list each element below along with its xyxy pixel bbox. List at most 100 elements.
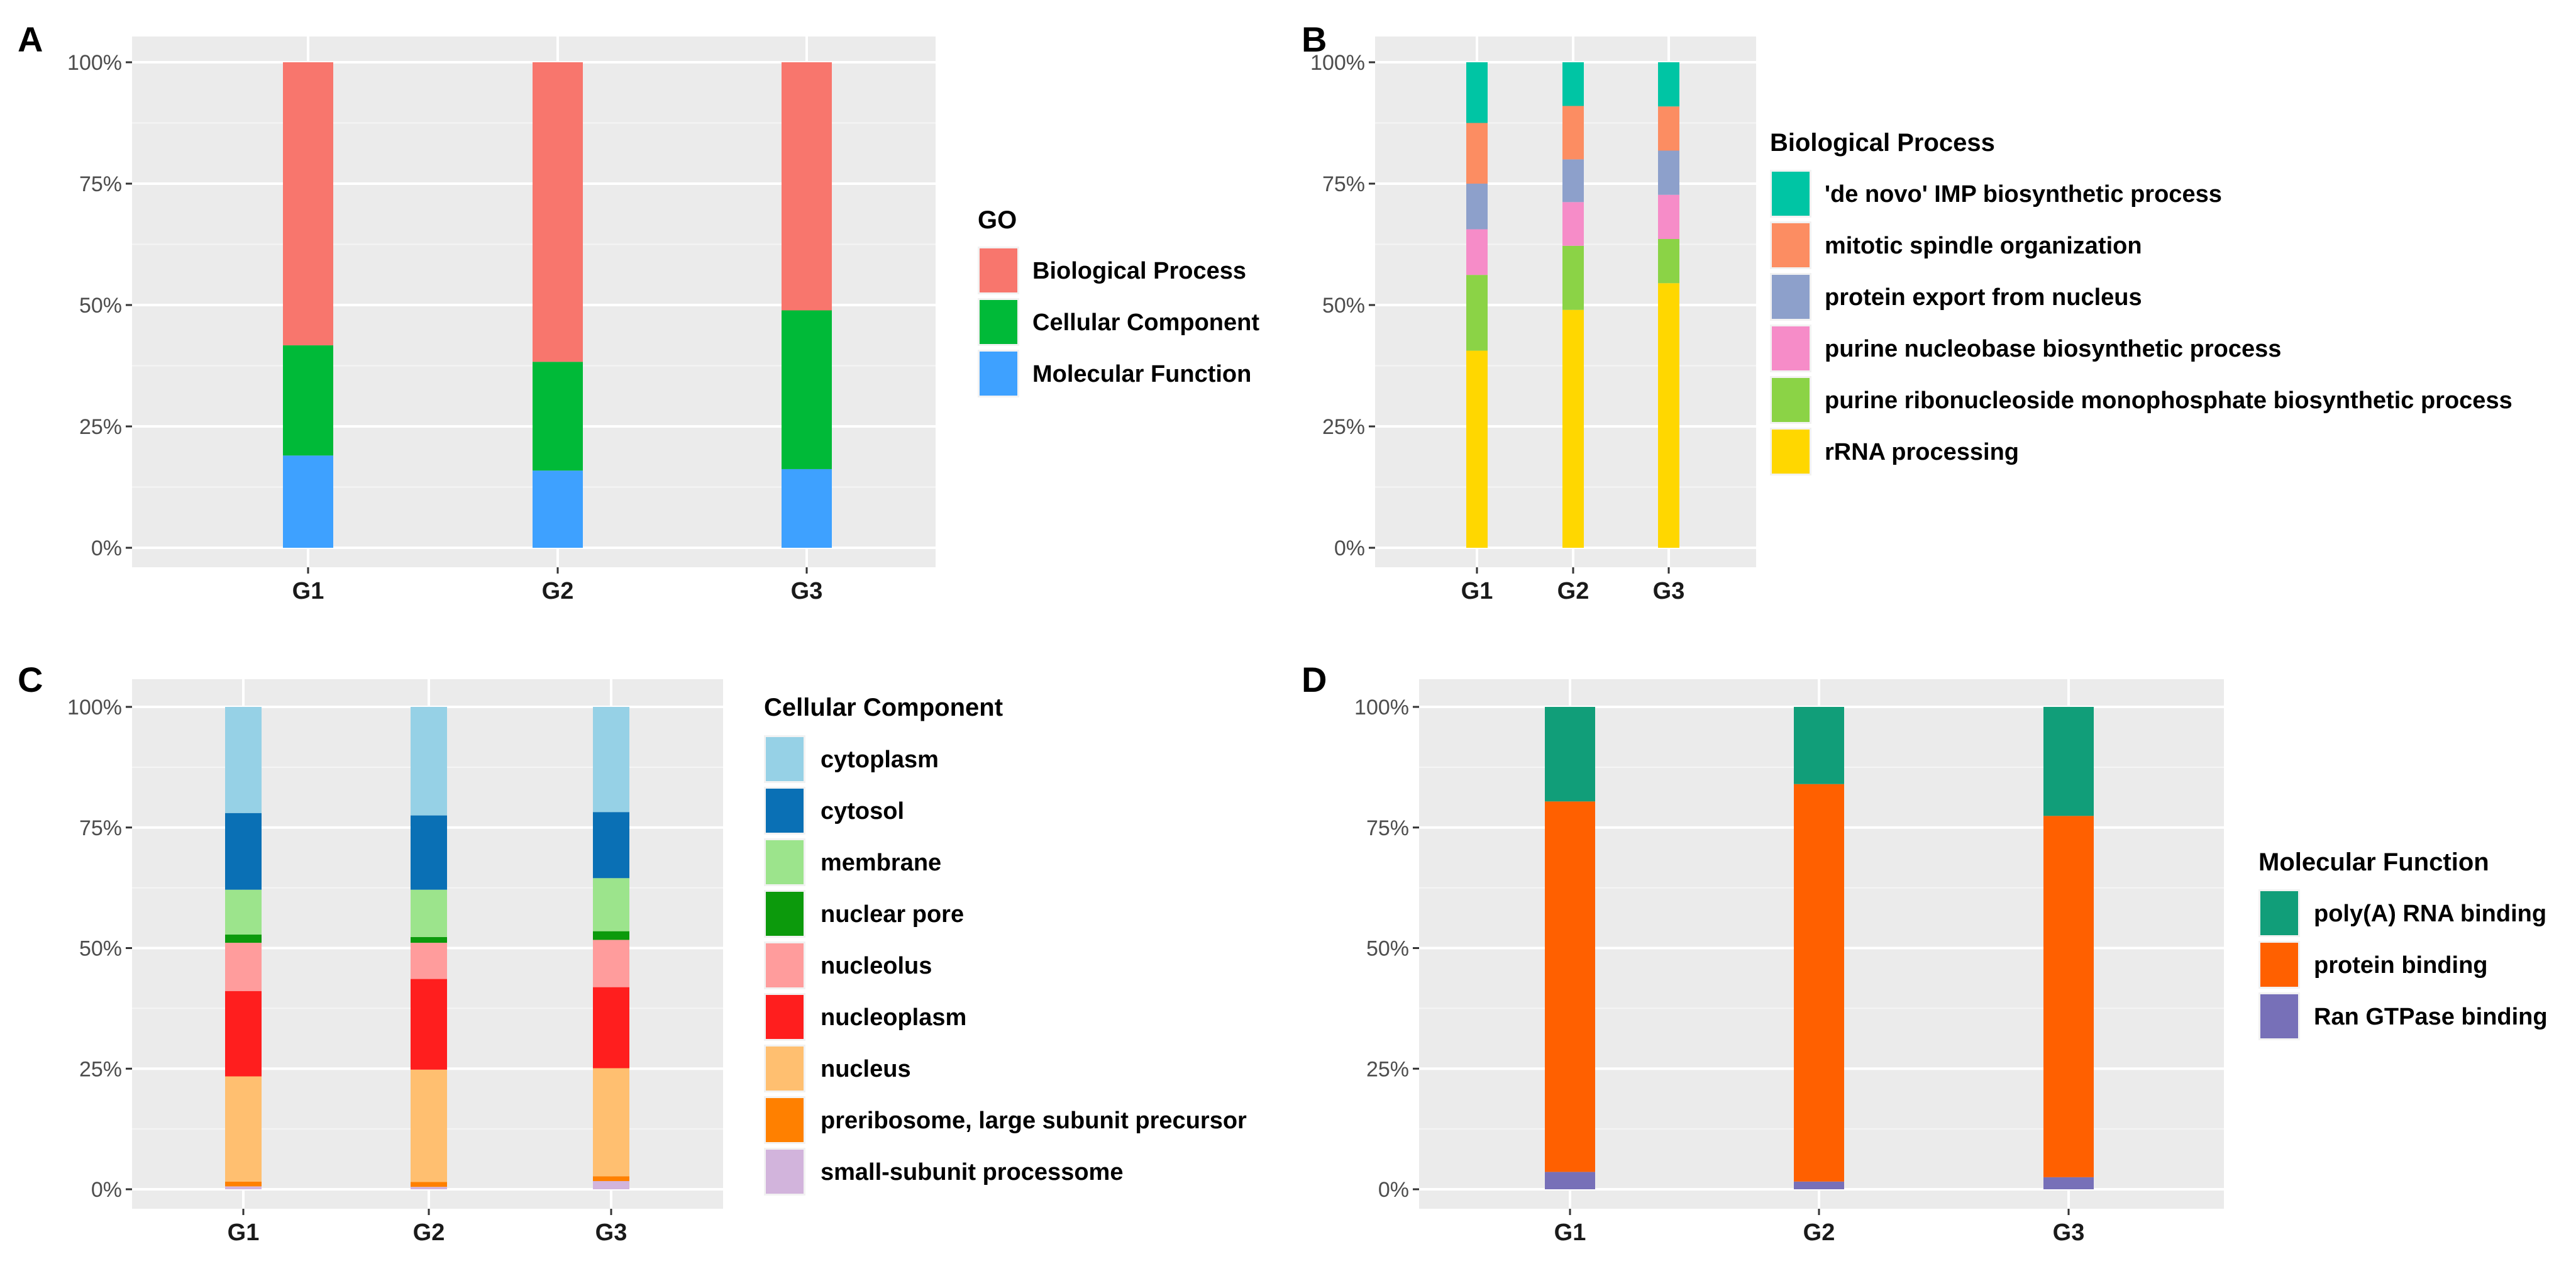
bar-segment bbox=[593, 878, 629, 931]
bar-segment bbox=[1794, 784, 1844, 1182]
y-tick-label: 0% bbox=[91, 1178, 122, 1202]
bar-segment bbox=[593, 1068, 629, 1177]
bar-segment bbox=[593, 1180, 629, 1189]
bar-segment bbox=[411, 815, 447, 890]
legend-label: nuclear pore bbox=[821, 901, 964, 928]
y-tick-label: 0% bbox=[1378, 1178, 1409, 1202]
bar-segment bbox=[283, 62, 333, 346]
y-tick-label: 25% bbox=[79, 415, 122, 439]
legend-swatch bbox=[766, 789, 804, 833]
legend-label: nucleolus bbox=[821, 953, 932, 979]
y-tick-label: 50% bbox=[79, 937, 122, 961]
y-tick-label: 50% bbox=[79, 294, 122, 318]
y-tick-label: 75% bbox=[1366, 816, 1409, 840]
y-tick-label: 25% bbox=[1322, 415, 1365, 439]
y-tick-label: 75% bbox=[79, 172, 122, 196]
legend-swatch bbox=[1772, 172, 1810, 216]
bar-segment bbox=[1658, 283, 1679, 548]
x-tick-label: G2 bbox=[413, 1219, 445, 1246]
bar-segment bbox=[1545, 1172, 1595, 1189]
bar-segment bbox=[782, 62, 832, 311]
legend-swatch bbox=[980, 352, 1017, 396]
bar-segment bbox=[2043, 1177, 2094, 1189]
bar-segment bbox=[411, 1069, 447, 1182]
bar-segment bbox=[225, 1186, 262, 1189]
bar-segment bbox=[2043, 707, 2094, 816]
panel-letter: A bbox=[18, 19, 43, 59]
x-tick-label: G3 bbox=[791, 578, 823, 604]
bar-segment bbox=[2043, 816, 2094, 1177]
y-tick-label: 25% bbox=[79, 1057, 122, 1081]
bar-segment bbox=[593, 1176, 629, 1181]
legend-swatch bbox=[766, 1150, 804, 1194]
bar-segment bbox=[1658, 106, 1679, 151]
bar-segment bbox=[1658, 239, 1679, 284]
legend-label: membrane bbox=[821, 850, 941, 876]
panel-A: A 0% 25% 50% 75% 100% G1 G2 G3 GO Biological Proce… bbox=[18, 19, 1259, 604]
bar-segment bbox=[1562, 245, 1584, 310]
y-tick-label: 75% bbox=[1322, 172, 1365, 196]
bar-segment bbox=[1562, 202, 1584, 246]
legend-label: preribosome, large subunit precursor bbox=[821, 1108, 1247, 1134]
legend-label: 'de novo' IMP biosynthetic process bbox=[1825, 181, 2222, 208]
panel-letter: B bbox=[1302, 19, 1327, 59]
legend-label: rRNA processing bbox=[1825, 439, 2019, 465]
y-tick-label: 50% bbox=[1366, 937, 1409, 961]
bar-segment bbox=[1545, 707, 1595, 802]
panel-D: D 0% 25% 50% 75% 100% G1 G2 G3 Molecular Function… bbox=[1302, 660, 2548, 1246]
x-tick-label: G3 bbox=[2053, 1219, 2085, 1246]
bar-segment bbox=[225, 991, 262, 1077]
bar-segment bbox=[1466, 350, 1488, 548]
x-tick-label: G3 bbox=[595, 1219, 627, 1246]
bar-segment bbox=[411, 943, 447, 979]
bar-segment bbox=[225, 1076, 262, 1182]
legend-label: mitotic spindle organization bbox=[1825, 233, 2142, 259]
y-tick-label: 100% bbox=[1310, 51, 1365, 75]
bar-segment bbox=[533, 470, 583, 548]
bar-segment bbox=[593, 931, 629, 940]
legend-swatch bbox=[1772, 430, 1810, 474]
x-tick-label: G1 bbox=[1554, 1219, 1586, 1246]
bar-segment bbox=[593, 940, 629, 987]
bar-segment bbox=[411, 1187, 447, 1189]
legend-title: Biological Process bbox=[1770, 129, 1995, 157]
legend-label: Biological Process bbox=[1032, 258, 1246, 284]
bar-segment bbox=[593, 812, 629, 879]
bar-segment bbox=[1466, 275, 1488, 351]
legend-label: Molecular Function bbox=[1032, 361, 1251, 387]
legend-swatch bbox=[766, 1098, 804, 1142]
legend-swatch bbox=[766, 995, 804, 1039]
bar-segment bbox=[1658, 150, 1679, 195]
y-tick-label: 50% bbox=[1322, 294, 1365, 318]
bar-segment bbox=[411, 707, 447, 816]
legend-swatch bbox=[1772, 275, 1810, 319]
y-tick-label: 100% bbox=[67, 51, 122, 75]
legend-swatch bbox=[1772, 378, 1810, 422]
legend-label: cytoplasm bbox=[821, 747, 939, 773]
x-tick-label: G1 bbox=[292, 578, 324, 604]
bar-segment bbox=[225, 813, 262, 890]
legend-label: protein binding bbox=[2314, 952, 2488, 979]
legend-swatch bbox=[980, 300, 1017, 344]
legend-swatch bbox=[766, 840, 804, 884]
bar-segment bbox=[225, 935, 262, 943]
x-tick-label: G2 bbox=[1557, 578, 1589, 604]
x-tick-label: G2 bbox=[542, 578, 574, 604]
legend-swatch bbox=[1772, 223, 1810, 267]
x-tick-label: G1 bbox=[228, 1219, 260, 1246]
legend-label: Ran GTPase binding bbox=[2314, 1004, 2548, 1030]
legend-label: purine nucleobase biosynthetic process bbox=[1825, 336, 2281, 362]
bar-segment bbox=[593, 707, 629, 813]
legend-label: protein export from nucleus bbox=[1825, 284, 2142, 311]
x-tick-label: G2 bbox=[1803, 1219, 1835, 1246]
y-tick-label: 0% bbox=[91, 536, 122, 560]
legend-label: nucleus bbox=[821, 1056, 911, 1082]
legend-swatch bbox=[2260, 994, 2298, 1038]
y-tick-label: 25% bbox=[1366, 1057, 1409, 1081]
panel-C: C 0% 25% 50% 75% 100% G1 G2 G3 Cellular Component… bbox=[18, 660, 1247, 1246]
legend-label: poly(A) RNA binding bbox=[2314, 901, 2546, 927]
x-tick-label: G3 bbox=[1653, 578, 1685, 604]
bar-segment bbox=[411, 1182, 447, 1187]
panel-letter: C bbox=[18, 660, 43, 699]
